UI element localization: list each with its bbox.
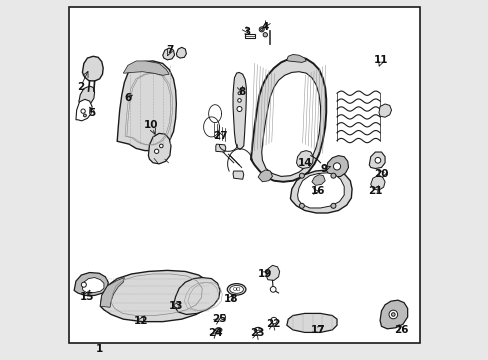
Polygon shape [74,273,108,296]
Text: 5: 5 [88,108,96,118]
Text: 13: 13 [169,301,183,311]
Circle shape [154,149,159,153]
Text: OO: OO [232,287,241,292]
Text: 16: 16 [310,186,325,197]
Polygon shape [261,72,320,176]
Circle shape [159,144,163,148]
Circle shape [220,315,225,319]
Polygon shape [233,171,244,179]
Circle shape [374,157,380,163]
Circle shape [270,287,276,292]
Circle shape [217,328,220,332]
Text: 26: 26 [393,325,408,335]
Polygon shape [297,173,344,208]
Polygon shape [379,300,407,329]
Text: 24: 24 [207,328,222,338]
Text: 20: 20 [373,168,388,179]
Circle shape [270,318,277,324]
Polygon shape [233,72,246,149]
Circle shape [238,92,241,95]
Circle shape [299,173,304,178]
Circle shape [81,109,85,113]
Polygon shape [244,34,254,39]
Text: 10: 10 [144,121,158,130]
Text: 15: 15 [79,292,94,302]
Polygon shape [250,57,325,182]
Circle shape [263,33,267,37]
Text: 6: 6 [124,93,131,103]
Text: 2: 2 [77,82,84,93]
Text: 1: 1 [96,344,102,354]
Text: 27: 27 [212,131,227,141]
Text: 7: 7 [166,45,173,55]
Text: 3: 3 [243,27,250,37]
Polygon shape [296,150,313,168]
Polygon shape [76,99,92,121]
Text: 14: 14 [297,158,311,168]
Ellipse shape [227,284,245,295]
Text: 11: 11 [373,55,388,65]
Circle shape [83,114,86,117]
Polygon shape [265,265,279,280]
Polygon shape [100,278,124,307]
Polygon shape [79,86,94,105]
Circle shape [388,310,397,319]
Text: 23: 23 [249,328,264,338]
Polygon shape [163,48,174,60]
Polygon shape [258,170,272,182]
Circle shape [391,313,394,316]
Text: 17: 17 [310,325,325,335]
Text: 25: 25 [212,314,226,324]
Circle shape [81,282,86,287]
Polygon shape [268,30,270,44]
Polygon shape [123,61,169,75]
Polygon shape [311,175,325,185]
Ellipse shape [254,327,262,332]
Polygon shape [286,54,305,62]
Polygon shape [378,104,391,117]
Polygon shape [100,270,212,321]
Polygon shape [215,144,225,152]
Polygon shape [368,152,384,168]
Circle shape [330,203,335,208]
Text: 12: 12 [134,316,148,325]
Text: 9: 9 [320,163,327,174]
Polygon shape [286,314,336,332]
Circle shape [259,27,264,32]
Polygon shape [325,156,348,177]
Polygon shape [370,176,384,190]
Circle shape [299,203,304,208]
Ellipse shape [215,328,222,332]
Polygon shape [82,56,103,81]
Text: 18: 18 [223,294,238,304]
Polygon shape [173,278,220,315]
Circle shape [260,28,262,31]
Text: 22: 22 [265,319,280,329]
Circle shape [333,163,340,170]
Circle shape [237,107,242,112]
Polygon shape [117,61,176,150]
Text: 21: 21 [367,186,382,196]
Polygon shape [176,47,186,58]
Text: 8: 8 [238,87,245,97]
Circle shape [330,173,335,178]
Polygon shape [82,278,104,293]
Ellipse shape [229,285,243,293]
Text: 4: 4 [261,22,268,32]
Polygon shape [148,134,171,164]
Circle shape [237,99,241,102]
Text: 19: 19 [258,269,272,279]
Polygon shape [290,170,351,213]
